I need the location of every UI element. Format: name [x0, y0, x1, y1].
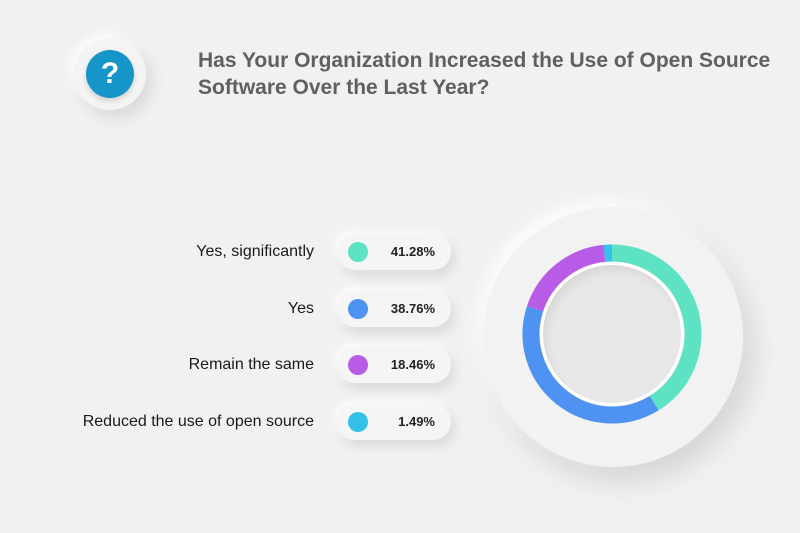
legend-label-yes-significantly: Yes, significantly: [196, 243, 314, 260]
legend-label-reduced: Reduced the use of open source: [82, 413, 314, 430]
chart-title: Has Your Organization Increased the Use …: [198, 49, 771, 99]
help-badge: ?: [74, 38, 146, 110]
donut-inner-ring: [540, 262, 684, 406]
legend-value-remain-the-same: 18.46%: [390, 357, 435, 372]
donut-segment-yes: [522, 306, 659, 424]
legend-pill-yes: 38.76%: [337, 291, 451, 327]
donut-chart-container: [483, 207, 743, 467]
donut-chart: [522, 244, 702, 424]
legend-dot-yes-significantly: [348, 242, 368, 262]
legend-value-yes-significantly: 41.28%: [390, 244, 435, 259]
legend-pill-remain-the-same: 18.46%: [337, 347, 451, 383]
question-icon: ?: [86, 50, 134, 98]
legend-label-yes: Yes: [287, 300, 314, 317]
legend-dot-yes: [348, 299, 368, 319]
legend-value-yes: 38.76%: [390, 301, 435, 316]
donut-segment-yes-significantly: [611, 244, 702, 411]
legend-dot-remain-the-same: [348, 355, 368, 375]
legend-dot-reduced: [348, 412, 368, 432]
legend-value-reduced: 1.49%: [398, 414, 435, 429]
legend-label-remain-the-same: Remain the same: [188, 356, 314, 373]
donut-hole: [541, 263, 683, 405]
legend-pill-reduced: 1.49%: [337, 404, 451, 440]
donut-segment-remain-the-same: [526, 244, 606, 312]
legend-pill-yes-significantly: 41.28%: [337, 234, 451, 270]
